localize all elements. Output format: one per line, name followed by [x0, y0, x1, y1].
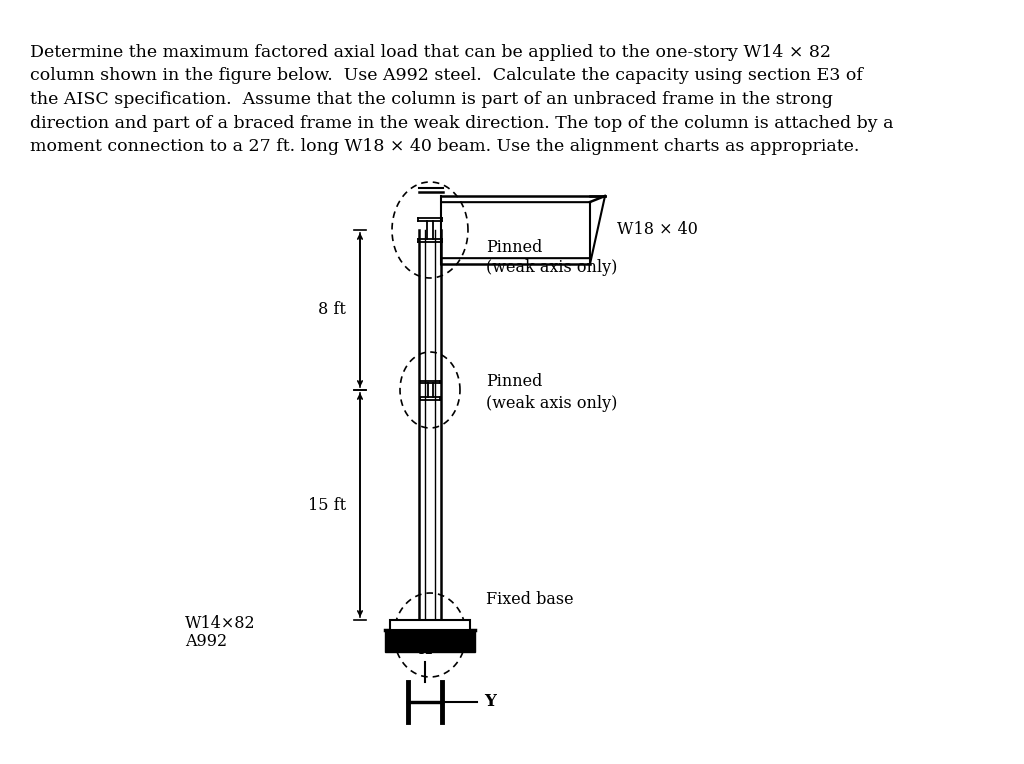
Text: 15 ft: 15 ft — [308, 497, 346, 513]
Text: (weak axis only): (weak axis only) — [486, 396, 617, 413]
Text: Determine the maximum factored axial load that can be applied to the one-story W: Determine the maximum factored axial loa… — [30, 44, 894, 155]
Text: Pinned: Pinned — [486, 239, 543, 257]
Text: W18 × 40: W18 × 40 — [617, 222, 698, 238]
Text: Y: Y — [484, 694, 496, 711]
Text: Pinned: Pinned — [486, 374, 543, 390]
Bar — [390, 620, 470, 630]
Bar — [385, 630, 475, 652]
Text: W14×82: W14×82 — [185, 616, 256, 633]
Text: 8 ft: 8 ft — [318, 302, 346, 319]
Text: Fixed base: Fixed base — [486, 591, 573, 608]
Text: A992: A992 — [185, 633, 227, 650]
Text: X: X — [419, 641, 431, 658]
Text: (weak axis only): (weak axis only) — [486, 260, 617, 277]
